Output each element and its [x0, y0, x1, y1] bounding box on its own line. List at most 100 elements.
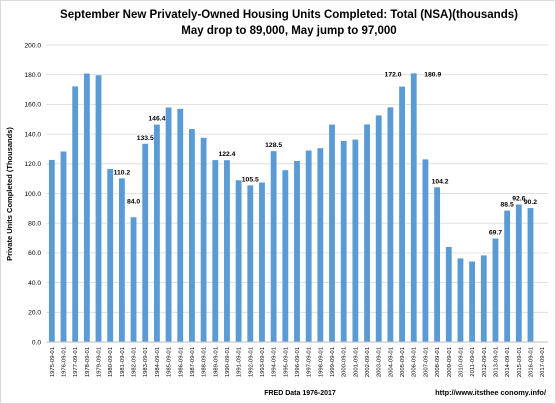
chart-title: September New Privately-Owned Housing Un…	[60, 9, 518, 21]
bar	[515, 204, 522, 342]
y-tick-label: 180.0	[24, 72, 41, 79]
bar	[212, 160, 219, 342]
source-note: http://www.itsthee conomy.info/	[435, 388, 546, 397]
bar	[95, 75, 102, 342]
x-tick-label: 2012-09-01	[482, 347, 488, 377]
x-tick-label: 2008-09-01	[435, 347, 441, 377]
y-tick-label: 60.0	[28, 250, 41, 257]
x-tick-label: 2003-09-01	[377, 347, 383, 377]
bar	[224, 160, 230, 342]
bar	[352, 139, 359, 342]
bar	[130, 217, 137, 342]
data-label: 104.2	[432, 178, 449, 185]
x-tick-label: 2014-09-01	[505, 347, 511, 377]
bar	[340, 140, 347, 342]
data-label: 146.4	[148, 116, 165, 123]
y-tick-label: 120.0	[24, 161, 41, 168]
data-label: 180.9	[424, 71, 441, 78]
x-tick-label: 1982-09-01	[132, 347, 138, 377]
bar	[399, 86, 405, 342]
data-label: 84.0	[127, 198, 140, 205]
bar	[317, 148, 324, 342]
x-tick-label: 1979-09-01	[97, 347, 103, 377]
bar	[457, 258, 464, 342]
x-tick-label: 1996-09-01	[295, 347, 301, 377]
x-tick-label: 1983-09-01	[143, 347, 149, 377]
bar	[282, 170, 289, 342]
bar	[48, 159, 55, 342]
y-tick-label: 20.0	[28, 310, 41, 317]
bar	[177, 108, 184, 342]
bar	[504, 210, 511, 342]
x-tick-label: 1992-09-01	[248, 347, 254, 377]
x-tick-label: 1989-09-01	[213, 347, 219, 377]
bar	[247, 185, 254, 342]
x-axis-label: FRED Data 1976-2017	[264, 390, 336, 397]
x-tick-label: 1990-09-01	[225, 347, 231, 377]
bar	[165, 107, 172, 343]
data-label: 105.5	[242, 176, 259, 183]
x-tick-label: 1993-09-01	[260, 347, 266, 377]
data-label: 110.2	[114, 169, 131, 176]
x-tick-label: 1986-09-01	[178, 347, 184, 377]
y-tick-label: 140.0	[24, 131, 41, 138]
bar	[60, 151, 67, 342]
bar	[422, 159, 429, 342]
bar	[492, 238, 499, 342]
y-tick-label: 100.0	[24, 191, 41, 198]
x-tick-label: 2007-09-01	[423, 347, 429, 377]
bar	[410, 73, 417, 343]
x-tick-label: 2017-09-01	[540, 347, 546, 377]
bar	[72, 86, 79, 342]
y-axis-ticks: 0.0 20.0 40.0 60.0 80.0 100.0 120.0 140.0 160.0 1…	[24, 42, 41, 346]
bar	[270, 151, 277, 342]
x-tick-label: 1998-09-01	[318, 347, 324, 377]
x-tick-label: 1991-09-01	[237, 347, 243, 377]
bar	[469, 261, 476, 342]
x-tick-label: 2013-09-01	[493, 347, 499, 377]
data-label: 128.5	[265, 142, 282, 149]
bar	[294, 160, 300, 342]
data-label: 92.6	[512, 195, 525, 202]
bar	[480, 255, 487, 342]
bar	[107, 168, 114, 342]
x-tick-label: 2016-09-01	[528, 347, 534, 377]
x-tick-label: 1984-09-01	[155, 347, 161, 377]
data-label: 172.0	[385, 72, 402, 79]
y-tick-label: 0.0	[32, 339, 41, 346]
x-tick-label: 1976-09-01	[62, 347, 68, 377]
bar	[200, 137, 207, 342]
bar	[83, 73, 90, 343]
x-tick-label: 2009-09-01	[447, 347, 453, 377]
x-tick-label: 2004-09-01	[388, 347, 394, 377]
bar	[375, 115, 382, 342]
bar	[527, 208, 534, 342]
data-label: 122.4	[218, 151, 235, 158]
x-tick-label: 2001-09-01	[353, 347, 359, 377]
x-tick-label: 1987-09-01	[190, 347, 196, 377]
x-tick-label: 1988-09-01	[202, 347, 208, 377]
y-axis-label: Private Units Completed (Thousands)	[5, 127, 14, 261]
data-label: 133.5	[137, 135, 154, 142]
data-label: 88.5	[501, 202, 514, 209]
x-tick-label: 1994-09-01	[272, 347, 278, 377]
bar	[329, 124, 335, 342]
y-tick-label: 40.0	[28, 280, 41, 287]
bar	[153, 124, 160, 342]
x-tick-label: 1997-09-01	[307, 347, 313, 377]
data-label: 69.7	[489, 229, 502, 236]
x-tick-label: 2010-09-01	[458, 347, 464, 377]
bar	[235, 180, 242, 342]
data-label: 90.2	[524, 199, 537, 206]
data-labels: 110.2 84.0 133.5 146.4 122.4 105.5 128.5 172.0 1…	[114, 71, 538, 236]
bar	[364, 124, 370, 342]
bar	[305, 150, 312, 342]
bar	[445, 246, 452, 342]
x-tick-label: 1999-09-01	[330, 347, 336, 377]
y-tick-label: 160.0	[24, 102, 41, 109]
bar	[434, 187, 441, 342]
bars	[48, 73, 534, 343]
x-tick-label: 1995-09-01	[283, 347, 289, 377]
